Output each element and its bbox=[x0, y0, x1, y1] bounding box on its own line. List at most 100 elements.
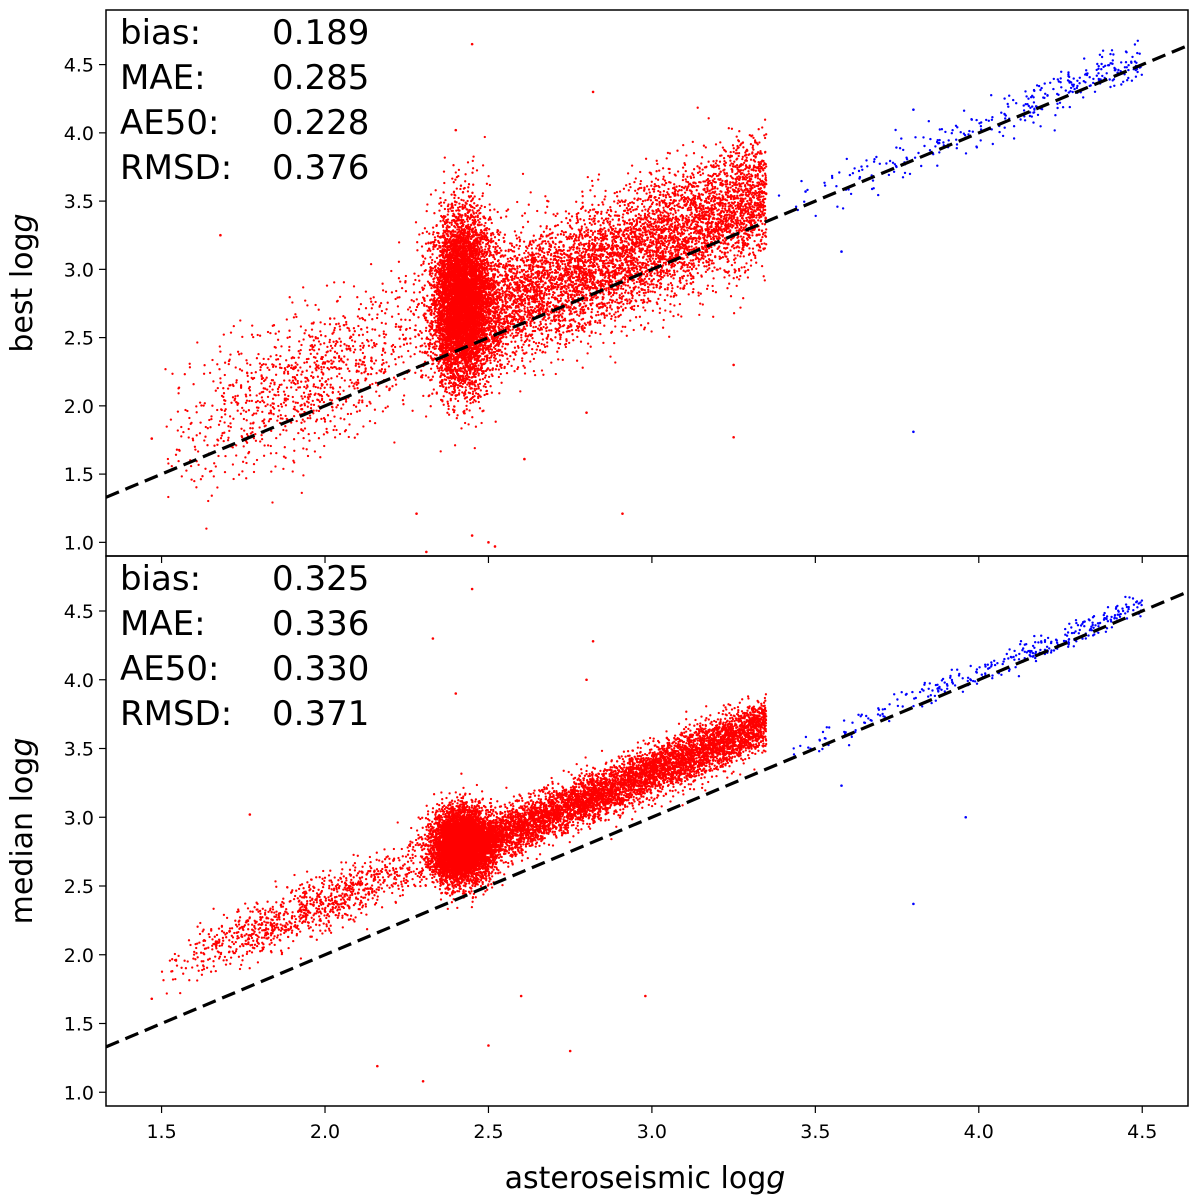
scatter-point bbox=[613, 200, 616, 203]
scatter-point bbox=[530, 247, 534, 250]
scatter-point bbox=[513, 313, 516, 316]
scatter-point bbox=[553, 246, 556, 249]
scatter-point bbox=[516, 265, 519, 268]
scatter-point bbox=[531, 347, 534, 351]
scatter-point bbox=[745, 223, 748, 227]
scatter-point bbox=[728, 183, 732, 186]
scatter-point bbox=[738, 130, 741, 133]
scatter-point bbox=[503, 233, 507, 236]
scatter-point bbox=[504, 295, 507, 299]
scatter-point bbox=[645, 185, 649, 188]
scatter-point bbox=[220, 416, 223, 419]
scatter-point bbox=[422, 260, 425, 263]
scatter-point bbox=[730, 226, 734, 229]
scatter-point bbox=[524, 302, 527, 305]
scatter-point bbox=[213, 462, 216, 465]
scatter-point bbox=[456, 414, 459, 417]
scatter-point bbox=[721, 146, 725, 149]
scatter-point bbox=[620, 297, 623, 301]
scatter-point bbox=[500, 351, 503, 354]
scatter-point bbox=[464, 180, 467, 183]
scatter-point bbox=[385, 385, 388, 388]
scatter-point bbox=[461, 362, 464, 365]
scatter-point bbox=[646, 297, 650, 300]
scatter-point bbox=[340, 349, 344, 352]
scatter-point bbox=[744, 167, 747, 171]
scatter-point bbox=[176, 410, 180, 413]
scatter-point bbox=[691, 280, 695, 284]
scatter-point bbox=[667, 236, 670, 239]
scatter-point bbox=[492, 350, 495, 354]
scatter-point bbox=[319, 387, 322, 390]
scatter-point bbox=[526, 220, 530, 223]
scatter-point bbox=[748, 247, 751, 250]
scatter-point bbox=[319, 334, 323, 337]
scatter-point bbox=[244, 410, 248, 413]
scatter-point bbox=[285, 359, 288, 362]
scatter-point bbox=[558, 333, 561, 336]
scatter-point bbox=[432, 230, 435, 234]
scatter-point bbox=[429, 355, 432, 358]
scatter-point bbox=[320, 417, 323, 421]
scatter-point bbox=[252, 335, 255, 339]
scatter-point bbox=[538, 349, 542, 352]
scatter-point bbox=[554, 242, 557, 246]
scatter-point bbox=[713, 203, 717, 206]
scatter-point bbox=[648, 191, 651, 194]
scatter-point bbox=[283, 393, 287, 396]
scatter-point bbox=[713, 266, 716, 269]
scatter-point bbox=[523, 251, 526, 255]
scatter-point bbox=[578, 249, 581, 253]
scatter-point bbox=[314, 385, 317, 389]
scatter-point bbox=[312, 339, 315, 342]
scatter-point bbox=[259, 368, 262, 372]
scatter-point bbox=[348, 385, 351, 388]
scatter-point bbox=[268, 390, 271, 393]
scatter-point bbox=[385, 308, 388, 311]
scatter-point bbox=[691, 140, 694, 144]
scatter-point bbox=[687, 233, 691, 236]
scatter-point bbox=[642, 291, 645, 295]
scatter-point bbox=[319, 330, 322, 333]
scatter-point bbox=[481, 192, 485, 195]
scatter-point bbox=[279, 417, 282, 420]
scatter-point bbox=[499, 372, 502, 376]
scatter-point bbox=[461, 203, 464, 207]
scatter-point bbox=[663, 298, 667, 302]
scatter-point bbox=[625, 334, 628, 337]
scatter-point bbox=[622, 219, 625, 222]
scatter-point bbox=[329, 349, 332, 352]
scatter-point bbox=[261, 410, 264, 414]
scatter-point bbox=[467, 186, 470, 189]
scatter-point bbox=[597, 220, 600, 223]
scatter-point bbox=[763, 166, 766, 170]
scatter-point bbox=[442, 232, 445, 235]
scatter-point bbox=[305, 357, 309, 361]
scatter-point bbox=[581, 190, 584, 193]
scatter-point bbox=[457, 196, 460, 200]
scatter-point bbox=[394, 325, 397, 328]
scatter-point bbox=[546, 253, 550, 256]
scatter-point bbox=[564, 345, 568, 349]
scatter-point bbox=[649, 238, 652, 242]
scatter-point bbox=[558, 294, 561, 297]
scatter-point bbox=[306, 416, 309, 420]
scatter-point bbox=[309, 417, 312, 420]
scatter-point bbox=[310, 403, 313, 406]
scatter-point bbox=[707, 218, 710, 221]
scatter-point bbox=[561, 358, 564, 362]
scatter-point bbox=[345, 347, 348, 350]
scatter-point bbox=[689, 176, 693, 180]
scatter-point bbox=[480, 204, 483, 208]
scatter-point bbox=[732, 150, 735, 154]
scatter-point bbox=[263, 444, 266, 447]
scatter-point bbox=[346, 326, 349, 330]
scatter-point bbox=[697, 294, 700, 297]
scatter-point bbox=[687, 206, 691, 209]
scatter-point bbox=[424, 329, 428, 332]
scatter-point bbox=[345, 323, 348, 326]
scatter-point bbox=[269, 452, 273, 455]
scatter-point bbox=[496, 245, 499, 248]
scatter-point bbox=[565, 306, 568, 309]
